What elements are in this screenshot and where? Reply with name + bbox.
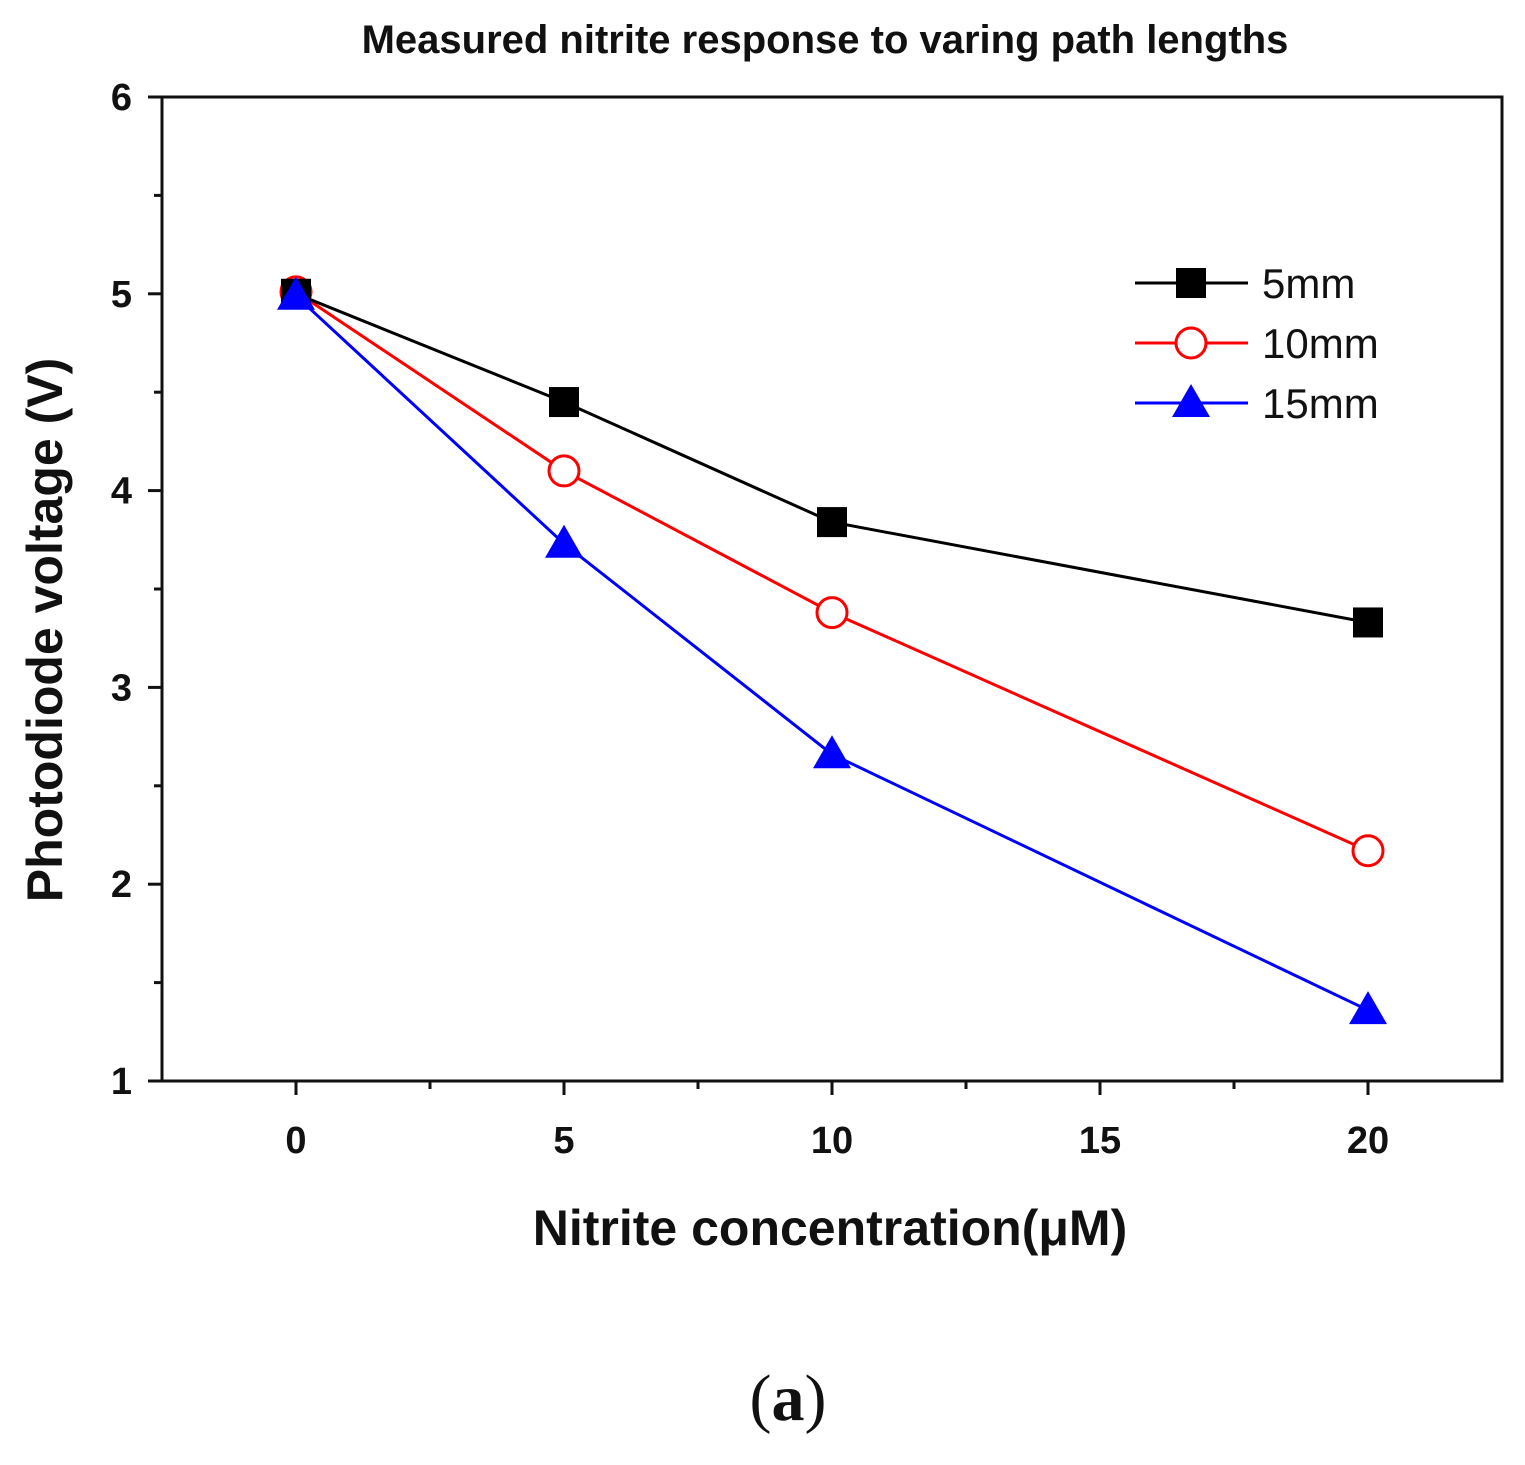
- panel-label-open: (: [750, 1362, 772, 1435]
- legend-label-15mm: 15mm: [1262, 380, 1379, 427]
- x-tick-label: 0: [285, 1120, 306, 1162]
- series-5mm: [281, 278, 1383, 638]
- data-point-5mm: [549, 387, 579, 418]
- data-point-10mm: [815, 596, 849, 630]
- plot-frame: [160, 95, 1504, 1083]
- legend-label-10mm: 10mm: [1262, 320, 1379, 367]
- data-point-15mm: [813, 735, 851, 769]
- series-10mm: [279, 275, 1385, 868]
- series-line-15mm: [294, 294, 1369, 1012]
- series-15mm: [277, 276, 1387, 1025]
- data-point-15mm: [545, 524, 583, 558]
- y-axis-label: Photodiode voltage (V): [17, 358, 73, 902]
- legend-label-5mm: 5mm: [1262, 260, 1355, 307]
- data-point-10mm: [1351, 834, 1385, 868]
- axis-ticks: 0 5 10 15 20 1 2 3 4 5 6: [111, 77, 1389, 1162]
- y-tick-label: 3: [111, 667, 132, 709]
- panel-label-letter: a: [772, 1362, 805, 1435]
- legend-marker-15mm: [1172, 384, 1210, 417]
- legend-item-10mm: 10mm: [1135, 320, 1379, 367]
- legend-marker-5mm: [1176, 268, 1206, 298]
- legend-item-15mm: 15mm: [1135, 380, 1379, 427]
- y-tick-label: 6: [111, 77, 132, 119]
- data-point-5mm: [1353, 607, 1383, 638]
- data-point-15mm: [277, 276, 315, 310]
- y-tick-label: 2: [111, 864, 132, 906]
- series-line-5mm: [295, 292, 1369, 624]
- y-tick-label: 4: [111, 471, 132, 513]
- x-axis-label: Nitrite concentration(μM): [533, 1200, 1127, 1256]
- data-point-10mm: [547, 454, 581, 488]
- x-tick-label: 15: [1079, 1120, 1121, 1162]
- chart-title: Measured nitrite response to varing path…: [362, 18, 1289, 62]
- series-line-10mm: [295, 290, 1369, 853]
- x-tick-label: 5: [553, 1120, 574, 1162]
- legend-item-5mm: 5mm: [1135, 260, 1355, 307]
- y-tick-label: 5: [111, 274, 132, 316]
- data-point-5mm: [817, 507, 847, 538]
- x-tick-label: 10: [811, 1120, 853, 1162]
- y-tick-label: 1: [111, 1061, 132, 1103]
- legend-marker-10mm: [1174, 326, 1208, 360]
- data-point-15mm: [1349, 991, 1387, 1025]
- panel-label-close: ): [805, 1362, 827, 1435]
- x-tick-label: 20: [1347, 1120, 1389, 1162]
- legend: 5mm 10mm 15mm: [1135, 260, 1379, 427]
- panel-label: (a): [750, 1362, 827, 1435]
- series-layer: [277, 275, 1387, 1025]
